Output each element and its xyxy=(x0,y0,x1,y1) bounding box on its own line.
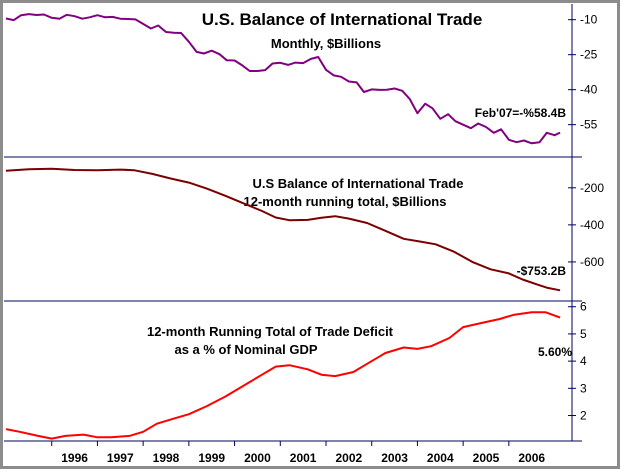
x-tick-label: 1999 xyxy=(198,451,225,465)
panel3-y-tick-label: 4 xyxy=(580,354,587,368)
panel2-y-tick-label: -400 xyxy=(580,218,604,232)
x-tick-label: 1997 xyxy=(107,451,134,465)
panel3-annotation: 5.60% xyxy=(538,345,572,359)
x-tick-label: 2001 xyxy=(290,451,317,465)
panel2-title: U.S Balance of International Trade xyxy=(253,176,464,191)
panel1-subtitle: Monthly, $Billions xyxy=(271,36,381,51)
panel3-subtitle: as a % of Nominal GDP xyxy=(174,342,317,357)
panel1-y-tick-label: -40 xyxy=(580,83,598,97)
panel3-title: 12-month Running Total of Trade Deficit xyxy=(147,324,394,339)
panel1-series-line xyxy=(5,13,561,145)
x-tick-label: 2006 xyxy=(518,451,545,465)
panel3-y-tick-label: 5 xyxy=(580,327,587,341)
chart-marks: -10 -25 -40 -55 -200 -400 -600 2 3 4 5 6 1996 1997 199… xyxy=(5,13,604,465)
panel1-y-tick-label: -10 xyxy=(580,13,598,27)
panel2-subtitle: 12-month running total, $Billions xyxy=(244,194,447,209)
x-tick-label: 2003 xyxy=(381,451,408,465)
panel2-series-line xyxy=(5,167,561,292)
panel3-y-tick-label: 6 xyxy=(580,300,587,314)
x-tick-label: 2004 xyxy=(427,451,454,465)
panel1-y-tick-label: -25 xyxy=(580,48,598,62)
panel3-y-tick-label: 2 xyxy=(580,409,587,423)
x-tick-label: 2002 xyxy=(336,451,363,465)
panel1-annotation: Feb'07=-%58.4B xyxy=(475,106,567,120)
panel3-series-line xyxy=(5,311,561,440)
panel2-annotation: -$753.2B xyxy=(517,264,567,278)
panel3-y-tick-label: 3 xyxy=(580,381,587,395)
panel2-y-tick-label: -600 xyxy=(580,255,604,269)
x-tick-label: 2005 xyxy=(473,451,500,465)
x-tick-label: 1998 xyxy=(153,451,180,465)
x-tick-label: 1996 xyxy=(61,451,88,465)
x-tick-label: 2000 xyxy=(244,451,271,465)
panel1-title: U.S. Balance of International Trade xyxy=(202,10,483,29)
panel1-y-tick-label: -55 xyxy=(580,118,598,132)
panel2-y-tick-label: -200 xyxy=(580,181,604,195)
